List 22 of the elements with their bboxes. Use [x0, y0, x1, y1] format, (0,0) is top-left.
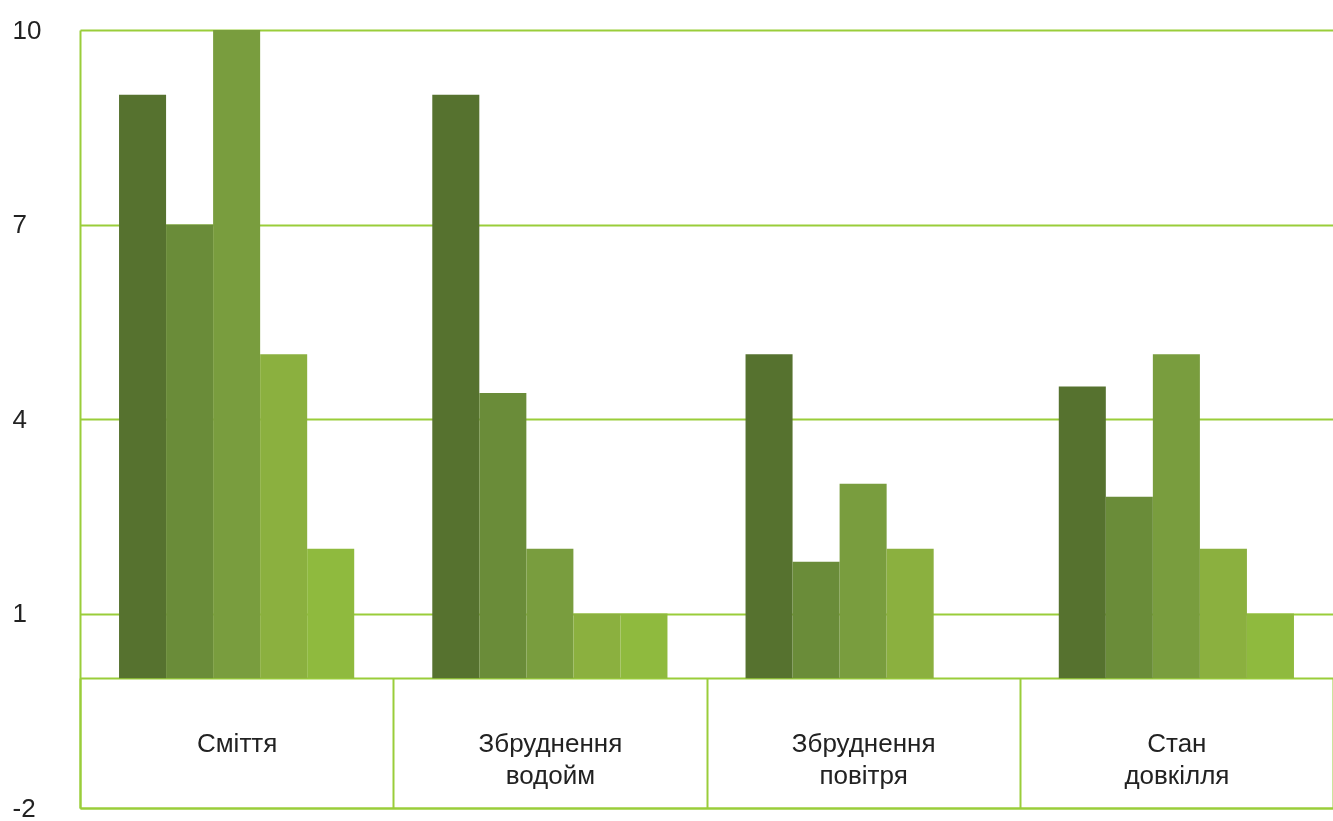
- bar: [1058, 386, 1106, 679]
- y-tick-label: 7: [12, 209, 27, 239]
- bar: [526, 548, 574, 679]
- x-tick-label: Стан довкілля: [1124, 727, 1230, 790]
- bar: [839, 483, 887, 679]
- y-tick-label: 1: [12, 598, 27, 628]
- y-tick-label: 10: [12, 14, 42, 45]
- x-tick-label: Сміття: [196, 727, 278, 758]
- y-tick-label: -2: [12, 792, 36, 821]
- bar: [432, 94, 480, 679]
- x-tick-label: Збруднення водойм: [478, 727, 623, 790]
- y-tick-label: 4: [12, 403, 27, 434]
- bar: [479, 393, 527, 679]
- bar: [792, 561, 840, 679]
- bar: [1152, 354, 1200, 679]
- bar: [745, 354, 793, 679]
- x-tick-label: Збруднення повітря: [791, 727, 936, 790]
- bar: [166, 224, 214, 679]
- bar: [119, 94, 167, 679]
- bar: [213, 30, 261, 679]
- bar: [886, 548, 934, 679]
- bar: [1105, 496, 1153, 679]
